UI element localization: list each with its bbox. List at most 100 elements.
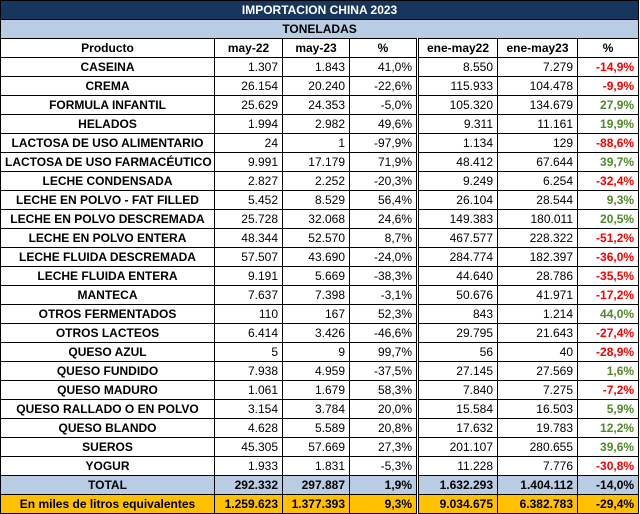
may22-value: 7.637 bbox=[214, 285, 283, 305]
pct-ytd-value: 12,2% bbox=[576, 418, 640, 438]
ytd22-value: 284.774 bbox=[416, 247, 498, 267]
pct-ytd-value: 44,0% bbox=[576, 304, 640, 324]
product-name: QUESO FUNDIDO bbox=[0, 361, 215, 381]
pct-ytd-value: -7,2% bbox=[576, 380, 640, 400]
table-row: OTROS LACTEOS 6.414 3.426 -46,6% 29.795 21.64… bbox=[0, 323, 640, 343]
header-producto: Producto bbox=[0, 38, 215, 58]
may22-value: 48.344 bbox=[214, 228, 283, 248]
ytd23-value: 1.214 bbox=[497, 304, 578, 324]
ytd23-value: 7.279 bbox=[497, 57, 578, 77]
pct-month-value: -24,0% bbox=[349, 247, 418, 267]
may23-value: 2.982 bbox=[282, 114, 350, 134]
total-label: TOTAL bbox=[0, 475, 215, 495]
may22-value: 45.305 bbox=[214, 437, 283, 457]
table-row: QUESO FUNDIDO 7.938 4.959 -37,5% 27.145 27.56… bbox=[0, 361, 640, 381]
pct-month-value: 58,3% bbox=[349, 380, 418, 400]
may23-value: 43.690 bbox=[282, 247, 350, 267]
may23-value: 167 bbox=[282, 304, 350, 324]
pct-month-value: 49,6% bbox=[349, 114, 418, 134]
pct-month-value: 24,6% bbox=[349, 209, 418, 229]
product-name: QUESO RALLADO O EN POLVO bbox=[0, 399, 215, 419]
ytd23-value: 7.275 bbox=[497, 380, 578, 400]
pct-month-value: -5,0% bbox=[349, 95, 418, 115]
pct-month-value: 71,9% bbox=[349, 152, 418, 172]
product-name: SUEROS bbox=[0, 437, 215, 457]
product-name: CREMA bbox=[0, 76, 215, 96]
table-row: LECHE EN POLVO DESCREMADA 25.728 32.068 24,… bbox=[0, 209, 640, 229]
ytd23-value: 16.503 bbox=[497, 399, 578, 419]
ytd22-value: 8.550 bbox=[416, 57, 498, 77]
table-row: LECHE EN POLVO ENTERA 48.344 52.570 8,7% 467… bbox=[0, 228, 640, 248]
table-row: LACTOSA DE USO ALIMENTARIO 24 1 -97,9% 1.134… bbox=[0, 133, 640, 153]
header-ene-may23: ene-may23 bbox=[497, 38, 578, 58]
title-row: IMPORTACION CHINA 2023 bbox=[0, 0, 640, 20]
ytd23-value: 6.254 bbox=[497, 171, 578, 191]
ytd22-value: 843 bbox=[416, 304, 498, 324]
may23-value: 1 bbox=[282, 133, 350, 153]
product-name: QUESO AZUL bbox=[0, 342, 215, 362]
pct-ytd-value: 19,9% bbox=[576, 114, 640, 134]
pct-ytd-value: 9,3% bbox=[576, 190, 640, 210]
ytd22-value: 115.933 bbox=[416, 76, 498, 96]
pct-month-value: 41,0% bbox=[349, 57, 418, 77]
pct-ytd-value: -51,2% bbox=[576, 228, 640, 248]
may23-value: 5.669 bbox=[282, 266, 350, 286]
pct-month-value: 8,7% bbox=[349, 228, 418, 248]
ytd23-value: 280.655 bbox=[497, 437, 578, 457]
table-row: QUESO MADURO 1.061 1.679 58,3% 7.840 7.275 -7,… bbox=[0, 380, 640, 400]
ytd22-value: 48.412 bbox=[416, 152, 498, 172]
table-row: CASEINA 1.307 1.843 41,0% 8.550 7.279 -14,9% bbox=[0, 57, 640, 77]
total-may23: 297.887 bbox=[282, 475, 350, 495]
pct-month-value: -97,9% bbox=[349, 133, 418, 153]
may23-value: 8.529 bbox=[282, 190, 350, 210]
may22-value: 1.933 bbox=[214, 456, 283, 476]
litros-row: En miles de litros equivalentes 1.259.62… bbox=[0, 494, 640, 514]
product-name: HELADOS bbox=[0, 114, 215, 134]
total-ytd22: 1.632.293 bbox=[416, 475, 498, 495]
ytd23-value: 40 bbox=[497, 342, 578, 362]
table-row: MANTECA 7.637 7.398 -3,1% 50.676 41.971 -17,2% bbox=[0, 285, 640, 305]
may23-value: 3.784 bbox=[282, 399, 350, 419]
may23-value: 52.570 bbox=[282, 228, 350, 248]
may22-value: 9.191 bbox=[214, 266, 283, 286]
ytd22-value: 105.320 bbox=[416, 95, 498, 115]
table-row: LECHE FLUIDA ENTERA 9.191 5.669 -38,3% 44.64… bbox=[0, 266, 640, 286]
ytd22-value: 1.134 bbox=[416, 133, 498, 153]
litros-may22: 1.259.623 bbox=[214, 494, 283, 514]
pct-ytd-value: -27,4% bbox=[576, 323, 640, 343]
may23-value: 17.179 bbox=[282, 152, 350, 172]
ytd23-value: 28.786 bbox=[497, 266, 578, 286]
table-row: OTROS FERMENTADOS 110 167 52,3% 843 1.214 44,0… bbox=[0, 304, 640, 324]
ytd22-value: 27.145 bbox=[416, 361, 498, 381]
may22-value: 110 bbox=[214, 304, 283, 324]
ytd23-value: 228.322 bbox=[497, 228, 578, 248]
may23-value: 24.353 bbox=[282, 95, 350, 115]
may22-value: 5 bbox=[214, 342, 283, 362]
litros-pct-month: 9,3% bbox=[349, 494, 418, 514]
product-name: LECHE FLUIDA DESCREMADA bbox=[0, 247, 215, 267]
pct-ytd-value: 20,5% bbox=[576, 209, 640, 229]
pct-month-value: 99,7% bbox=[349, 342, 418, 362]
table-row: LACTOSA DE USO FARMACÉUTICO 9.991 17.179 71… bbox=[0, 152, 640, 172]
may23-value: 5.589 bbox=[282, 418, 350, 438]
litros-ytd23: 6.382.783 bbox=[497, 494, 578, 514]
may23-value: 32.068 bbox=[282, 209, 350, 229]
may23-value: 2.252 bbox=[282, 171, 350, 191]
may22-value: 7.938 bbox=[214, 361, 283, 381]
pct-ytd-value: -30,8% bbox=[576, 456, 640, 476]
ytd23-value: 134.679 bbox=[497, 95, 578, 115]
may23-value: 57.669 bbox=[282, 437, 350, 457]
header-pct-ytd: % bbox=[576, 38, 640, 58]
ytd22-value: 9.311 bbox=[416, 114, 498, 134]
pct-month-value: -38,3% bbox=[349, 266, 418, 286]
ytd23-value: 11.161 bbox=[497, 114, 578, 134]
header-ene-may22: ene-may22 bbox=[416, 38, 498, 58]
product-name: FORMULA INFANTIL bbox=[0, 95, 215, 115]
ytd23-value: 7.776 bbox=[497, 456, 578, 476]
product-name: QUESO MADURO bbox=[0, 380, 215, 400]
ytd22-value: 50.676 bbox=[416, 285, 498, 305]
ytd23-value: 19.783 bbox=[497, 418, 578, 438]
ytd22-value: 44.640 bbox=[416, 266, 498, 286]
may22-value: 24 bbox=[214, 133, 283, 153]
